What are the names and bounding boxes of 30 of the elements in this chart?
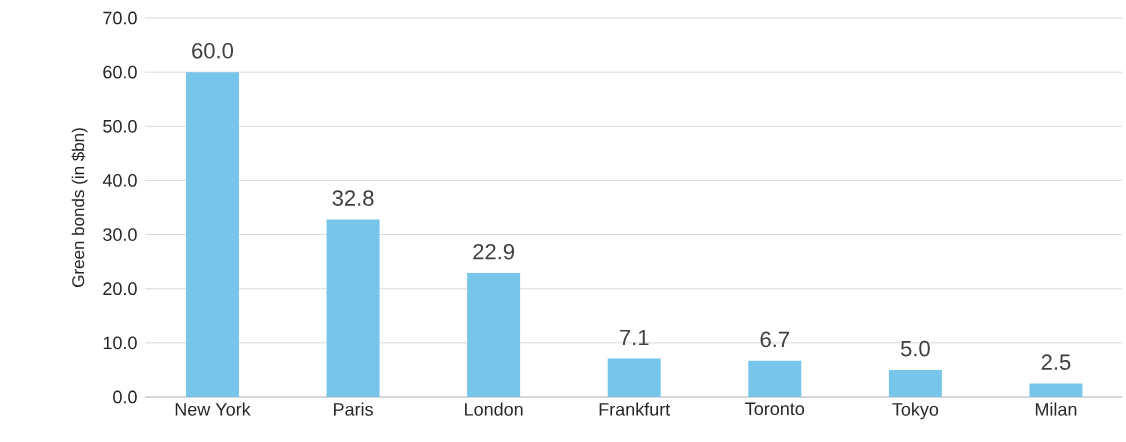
bar [607,358,661,397]
bar [467,273,521,397]
x-tick-label: New York [175,402,251,416]
y-tick-label: 30.0 [103,228,137,241]
y-tick-label: 40.0 [102,174,137,187]
data-label: 2.5 [1041,354,1071,370]
x-tick-label: Paris [334,402,373,416]
y-axis-title: Green bonds (in $bn) [71,128,88,287]
x-tick-label: Toronto [745,402,805,416]
x-tick-label: London [465,402,523,416]
bar [326,219,380,397]
data-label: 7.1 [620,329,649,346]
y-tick-label: 50.0 [103,119,137,133]
y-tick-label: 10.0 [103,336,137,350]
data-label: 22.9 [473,243,514,260]
y-tick-label: 60.0 [103,65,137,79]
x-tick-label: Frankfurt [599,402,671,416]
data-label: 32.8 [332,190,374,206]
bar [185,72,239,397]
data-label: 5.0 [900,340,930,357]
bar [888,369,942,397]
y-tick-label: 70.0 [103,11,137,25]
bar [748,360,802,397]
data-label: 6.7 [760,331,789,348]
x-tick-label: Milan [1035,402,1077,416]
x-tick-label: Tokyo [892,402,939,420]
y-tick-label: 0.0 [113,390,137,404]
y-tick-label: 20.0 [103,282,137,296]
data-label: 60.0 [192,43,234,59]
bar [1029,383,1083,397]
